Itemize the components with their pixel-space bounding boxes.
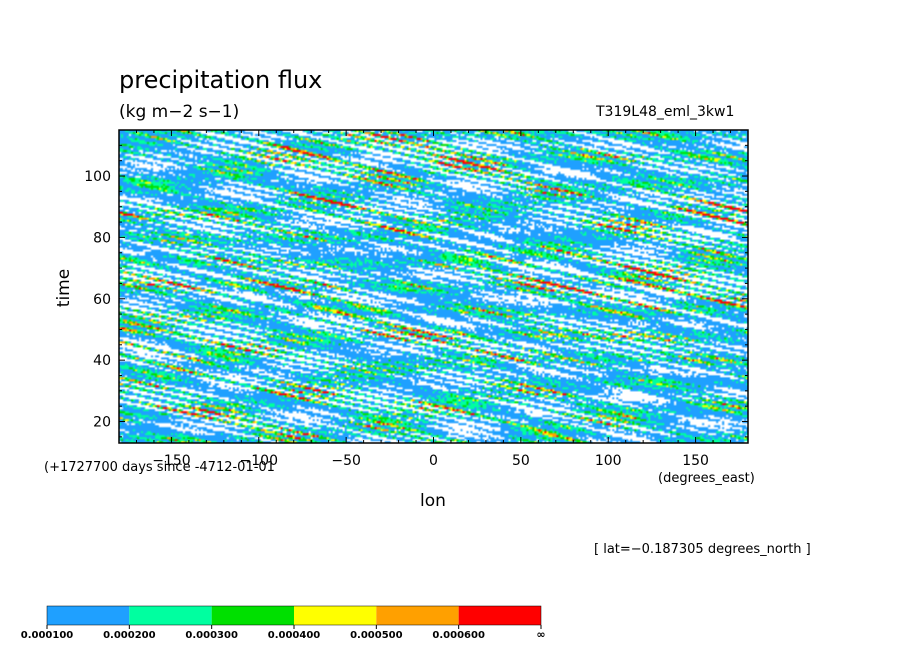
colorbar-label: 0.000200 xyxy=(103,630,156,641)
x-tick-label: 50 xyxy=(512,453,530,469)
x-tick-label: −100 xyxy=(240,453,278,469)
y-tick-label: 80 xyxy=(93,230,111,246)
x-tick-label: 150 xyxy=(682,453,709,469)
x-axis-ticks: −150 −100 −50 0 50 100 150 xyxy=(135,130,732,469)
colorbar-label: 0.000100 xyxy=(21,630,74,641)
x-tick-label: 0 xyxy=(429,453,438,469)
precipitation-raster xyxy=(119,130,748,443)
colorbar-swatch xyxy=(458,606,541,625)
colorbar-swatch xyxy=(376,606,459,625)
chart-units: (kg m−2 s−1) xyxy=(119,102,240,122)
y-tick-label: 40 xyxy=(93,353,111,369)
colorbar-end-label: ∞ xyxy=(536,628,545,641)
colorbar: 0.000100 0.000200 0.000300 0.000400 0.000500… xyxy=(21,605,546,641)
chart-title: precipitation flux xyxy=(119,66,323,94)
slice-info-label: [ lat=−0.187305 degrees_north ] xyxy=(594,542,811,557)
colorbar-label: 0.000500 xyxy=(350,630,403,641)
y-axis-ticks: 20 40 60 80 100 xyxy=(84,144,748,438)
x-axis-units: (degrees_east) xyxy=(658,471,755,486)
x-tick-label: −150 xyxy=(152,453,190,469)
run-id-label: T319L48_eml_3kw1 xyxy=(596,104,735,120)
time-origin-label: (+1727700 days since -4712-01-01 xyxy=(44,460,275,475)
x-tick-label: 100 xyxy=(595,453,622,469)
y-tick-label: 20 xyxy=(93,415,111,431)
colorbar-swatch xyxy=(129,606,212,625)
colorbar-label: 0.000300 xyxy=(185,630,238,641)
y-tick-label: 100 xyxy=(84,169,111,185)
y-tick-label: 60 xyxy=(93,292,111,308)
precipitation-field xyxy=(119,130,748,443)
colorbar-label: 0.000400 xyxy=(268,630,321,641)
x-axis-label: lon xyxy=(420,491,446,511)
colorbar-swatch xyxy=(294,606,377,625)
colorbar-swatch xyxy=(47,606,130,625)
x-tick-label: −50 xyxy=(331,453,361,469)
colorbar-swatch xyxy=(211,606,294,625)
colorbar-border xyxy=(46,605,542,626)
colorbar-label: 0.000600 xyxy=(432,630,485,641)
